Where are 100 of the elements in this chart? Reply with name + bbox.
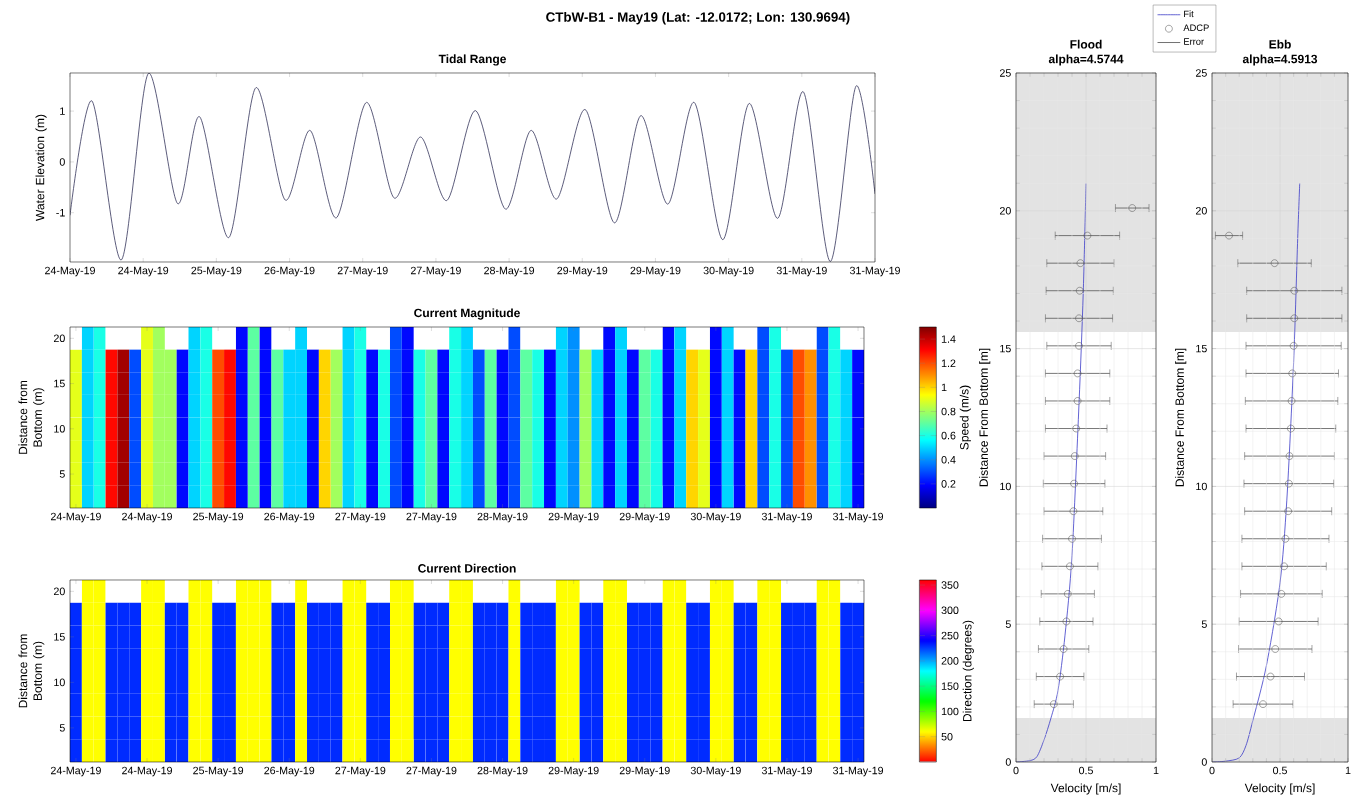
chart-title: Ebb <box>1269 39 1291 49</box>
x-tick-label: 27-May-19 <box>410 266 461 277</box>
y-tick-label: 10 <box>1000 482 1011 491</box>
x-tick-label: 1 <box>1153 766 1159 775</box>
x-tick-label: 31-May-19 <box>761 766 812 777</box>
y-tick-label: 5 <box>1005 620 1011 628</box>
point <box>1274 617 1283 626</box>
x-tick-label: 28-May-19 <box>484 266 535 277</box>
x-axis-title: Velocity [m/s] <box>1050 783 1121 795</box>
x-tick-label: 27-May-19 <box>335 512 386 523</box>
x-tick-label: 31-May-19 <box>776 266 827 277</box>
x-tick-label: 30-May-19 <box>703 266 754 277</box>
point <box>1281 535 1290 543</box>
y-tick-label: 1 <box>60 107 65 115</box>
point <box>1068 535 1076 543</box>
x-tick-label: 0.5 <box>1273 766 1287 775</box>
color-bar-label: 0.4 <box>941 455 956 464</box>
color-bar-label: 0.8 <box>941 407 956 416</box>
x-tick-label: 0 <box>1209 766 1215 775</box>
x-tick-label: 25-May-19 <box>193 766 244 777</box>
y-tick-label: 25 <box>999 69 1011 77</box>
x-tick-label: 29-May-19 <box>548 512 599 523</box>
x-axis-title: Velocity [m/s] <box>1244 783 1315 795</box>
y-tick-label: 20 <box>999 207 1011 215</box>
y-tick-label: -1 <box>56 209 65 217</box>
x-tick-label: 31-May-19 <box>832 766 884 777</box>
x-tick-label: 0.5 <box>1079 766 1093 775</box>
chart-title: Current Magnitude <box>414 308 520 320</box>
y-tick-label: 15 <box>54 379 65 388</box>
x-tick-label: 28-May-19 <box>477 512 528 523</box>
x-tick-label: 29-May-19 <box>557 266 608 277</box>
point <box>1290 314 1299 323</box>
y-tick-label: 20 <box>53 587 65 596</box>
color-bar-label: 50 <box>941 732 953 741</box>
x-tick-label: 31-May-19 <box>849 266 900 277</box>
color-bar-label: 350 <box>941 581 959 589</box>
x-tick-label: 29-May-19 <box>619 512 670 523</box>
color-bar-label: 1 <box>941 383 947 392</box>
point <box>1290 286 1299 295</box>
point <box>1289 342 1298 350</box>
color-bar-label: 250 <box>941 631 959 640</box>
y-axis-title: Distance from Bottom (m) <box>18 380 45 454</box>
x-tick-label: 31-May-19 <box>761 512 812 523</box>
chart-title: Current Direction <box>418 563 516 573</box>
chart-subtitle: alpha=4.5913 <box>1242 54 1318 66</box>
point <box>1076 259 1085 267</box>
x-tick-label: 27-May-19 <box>406 512 457 523</box>
point <box>1064 590 1072 598</box>
color-bar-label: 1.2 <box>941 359 956 367</box>
y-axis-title: Distance From Bottom [m] <box>1175 348 1187 487</box>
x-tick-label: 25-May-19 <box>193 512 244 523</box>
point <box>1270 259 1279 267</box>
x-tick-label: 25-May-19 <box>191 266 242 277</box>
x-tick-label: 29-May-19 <box>630 266 681 277</box>
color-bar-label: 100 <box>941 707 959 716</box>
chart-title: Flood <box>1070 39 1102 49</box>
chart-subtitle: alpha=4.5744 <box>1048 54 1124 66</box>
x-tick-label: 24-May-19 <box>122 766 172 777</box>
text: CTbW-B1 - May19 (Lat: -12.0172; Lon: 130.9694) <box>546 11 850 25</box>
color-bar-label: 0.6 <box>941 431 956 440</box>
y-tick-label: 15 <box>1000 344 1011 353</box>
x-tick-label: 30-May-19 <box>690 766 741 777</box>
text: Error <box>1184 38 1204 45</box>
y-tick-label: 25 <box>1195 69 1207 77</box>
point <box>1277 590 1286 598</box>
point <box>1284 507 1292 515</box>
chart-title: Tidal Range <box>438 54 506 66</box>
y-tick-label: 10 <box>1196 482 1207 491</box>
x-tick-label: 24-May-19 <box>122 512 172 523</box>
point <box>1128 204 1136 212</box>
x-tick-label: 26-May-19 <box>264 266 315 277</box>
point <box>1287 424 1295 433</box>
y-axis-title: Water Elevation (m) <box>35 114 47 221</box>
x-tick-label: 1 <box>1345 766 1351 775</box>
point <box>1050 700 1058 708</box>
x-tick-label: 27-May-19 <box>406 766 457 777</box>
y-axis-title: Distance from Bottom (m) <box>18 634 45 708</box>
point <box>1075 286 1084 295</box>
x-tick-label: 28-May-19 <box>477 766 528 777</box>
x-tick-label: 24-May-19 <box>50 512 101 523</box>
point <box>1285 452 1294 460</box>
x-tick-label: 31-May-19 <box>832 512 884 523</box>
point <box>1266 672 1275 681</box>
x-tick-label: 24-May-19 <box>118 266 169 277</box>
point <box>1073 397 1082 405</box>
color-bar-label: 150 <box>941 682 959 690</box>
x-tick-label: 0 <box>1013 766 1019 775</box>
y-tick-label: 15 <box>54 633 65 641</box>
y-tick-label: 5 <box>59 724 65 732</box>
y-tick-label: 15 <box>1196 344 1207 353</box>
y-tick-label: 20 <box>1195 207 1207 215</box>
point <box>1069 507 1078 515</box>
x-tick-label: 30-May-19 <box>690 512 741 523</box>
x-tick-label: 29-May-19 <box>548 766 599 777</box>
legend-label: ADCP <box>1183 24 1209 32</box>
point <box>1075 314 1083 323</box>
x-tick-label: 27-May-19 <box>337 266 388 277</box>
color-bar-title: Speed (m/s) <box>959 385 971 450</box>
x-tick-label: 24-May-19 <box>45 266 95 277</box>
y-tick-label: 0 <box>59 158 65 166</box>
